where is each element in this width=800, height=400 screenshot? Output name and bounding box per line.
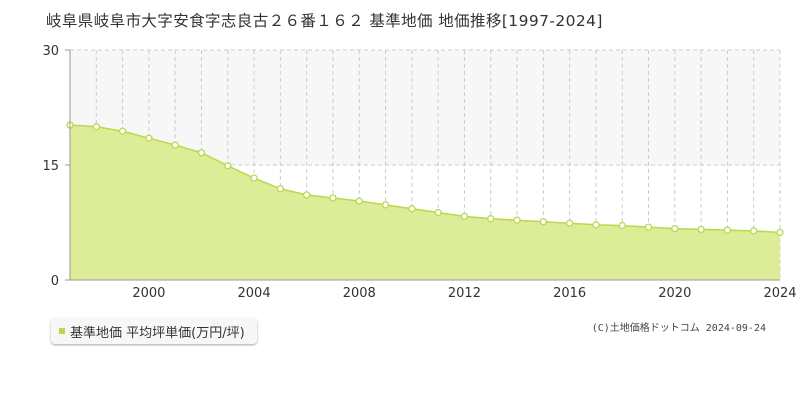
x-tick-labels: 2000 2004 2008 2012 2016 2020 2024	[132, 286, 796, 301]
area-fill	[70, 125, 780, 280]
horizontal-gridlines	[70, 49, 780, 166]
x-tick-label: 2020	[658, 286, 691, 301]
data-point	[408, 205, 416, 213]
data-point	[750, 227, 758, 235]
data-point	[565, 219, 574, 227]
legend-swatch	[59, 328, 65, 334]
data-point	[276, 185, 285, 193]
y-tick-label: 0	[51, 274, 59, 289]
x-tick-label: 2024	[763, 286, 796, 301]
data-point	[618, 221, 626, 230]
x-tick-label: 2012	[448, 286, 481, 301]
chart-title: 岐阜県岐阜市大字安食字志良古２６番１６２ 基準地価 地価推移[1997-2024…	[46, 12, 603, 30]
series-line	[69, 124, 781, 234]
background-band	[70, 50, 780, 165]
credit-text: (C)土地価格ドットコム 2024-09-24	[591, 323, 766, 334]
data-point	[434, 208, 442, 217]
data-point	[644, 223, 653, 231]
series-area	[69, 124, 781, 280]
y-tick-labels: 0 15 30	[42, 44, 70, 289]
chart-background-bands	[70, 50, 780, 165]
legend: 基準地価 平均坪単価(万円/坪)	[51, 318, 257, 344]
x-tick-label: 2004	[238, 286, 271, 301]
data-point	[539, 218, 547, 226]
data-point	[329, 194, 337, 202]
data-point	[776, 228, 784, 237]
legend-label: 基準地価 平均坪単価(万円/坪)	[70, 325, 245, 341]
data-point	[171, 141, 179, 149]
data-point	[355, 197, 363, 205]
data-point	[592, 221, 600, 229]
data-point	[723, 226, 732, 234]
data-point	[224, 162, 232, 170]
x-tick-label: 2000	[132, 286, 165, 301]
data-point	[381, 201, 390, 209]
y-tick-label: 15	[42, 159, 59, 174]
data-point	[513, 216, 521, 224]
data-point	[92, 123, 100, 131]
data-point	[118, 127, 127, 135]
data-point	[197, 149, 206, 157]
data-point	[145, 134, 153, 142]
x-tick-label: 2016	[553, 286, 586, 301]
data-point	[303, 191, 311, 199]
data-point	[487, 215, 495, 223]
data-point	[697, 225, 705, 234]
data-point	[250, 174, 258, 182]
y-tick-label: 30	[42, 44, 59, 59]
data-point	[460, 212, 469, 221]
data-point	[671, 224, 679, 233]
x-tick-label: 2008	[343, 286, 376, 301]
